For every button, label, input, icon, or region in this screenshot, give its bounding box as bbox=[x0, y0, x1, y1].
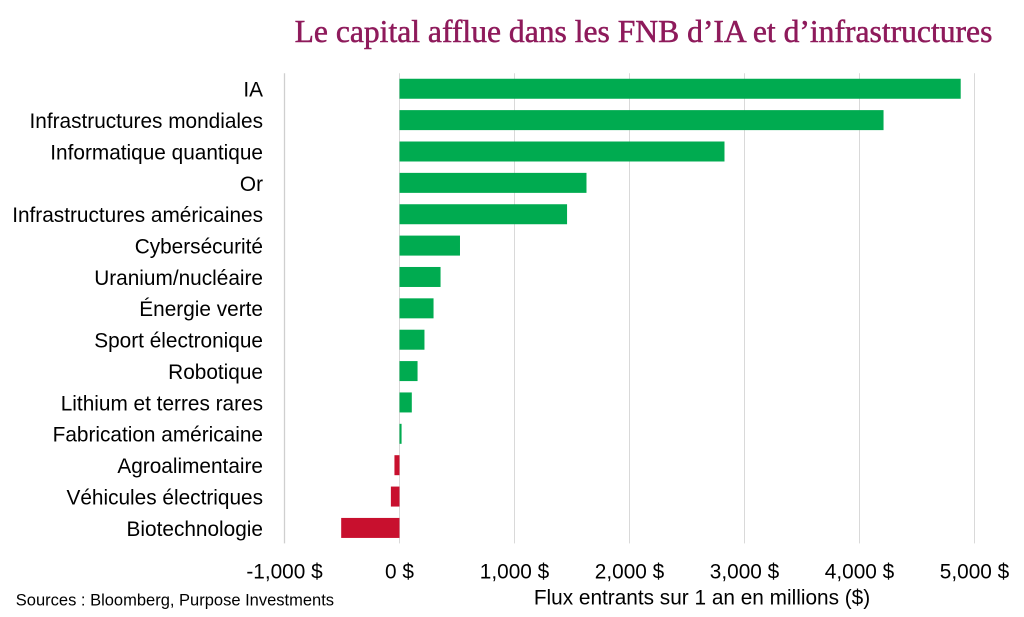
svg-text:0 $: 0 $ bbox=[385, 560, 414, 583]
svg-text:Le capital afflue dans les FNB: Le capital afflue dans les FNB d’IA et d… bbox=[295, 14, 993, 49]
svg-text:Infrastructures américaines: Infrastructures américaines bbox=[12, 204, 263, 227]
svg-text:4,000 $: 4,000 $ bbox=[825, 560, 895, 583]
svg-text:Flux entrants sur 1 an en mill: Flux entrants sur 1 an en millions ($) bbox=[534, 587, 870, 610]
svg-text:Fabrication américaine: Fabrication américaine bbox=[53, 424, 263, 447]
svg-text:Véhicules électriques: Véhicules électriques bbox=[66, 486, 263, 509]
svg-text:Uranium/nucléaire: Uranium/nucléaire bbox=[94, 267, 263, 290]
svg-text:Cybersécurité: Cybersécurité bbox=[135, 236, 263, 259]
svg-text:Informatique quantique: Informatique quantique bbox=[50, 141, 263, 164]
svg-text:5,000 $: 5,000 $ bbox=[940, 560, 1010, 583]
svg-text:Sources : Bloomberg, Purpose I: Sources : Bloomberg, Purpose Investments bbox=[16, 591, 334, 609]
svg-text:Or: Or bbox=[240, 173, 263, 196]
svg-text:2,000 $: 2,000 $ bbox=[595, 560, 665, 583]
svg-text:1,000 $: 1,000 $ bbox=[480, 560, 550, 583]
svg-text:Robotique: Robotique bbox=[168, 361, 263, 384]
svg-text:IA: IA bbox=[243, 79, 263, 102]
svg-text:Lithium et terres rares: Lithium et terres rares bbox=[61, 392, 263, 415]
svg-text:Agroalimentaire: Agroalimentaire bbox=[117, 455, 263, 478]
svg-text:Sport électronique: Sport électronique bbox=[94, 330, 263, 353]
svg-text:Énergie verte: Énergie verte bbox=[139, 298, 263, 321]
svg-text:3,000 $: 3,000 $ bbox=[710, 560, 780, 583]
svg-text:Biotechnologie: Biotechnologie bbox=[127, 518, 263, 541]
svg-text:-1,000 $: -1,000 $ bbox=[246, 560, 323, 583]
svg-text:Infrastructures mondiales: Infrastructures mondiales bbox=[30, 110, 264, 133]
